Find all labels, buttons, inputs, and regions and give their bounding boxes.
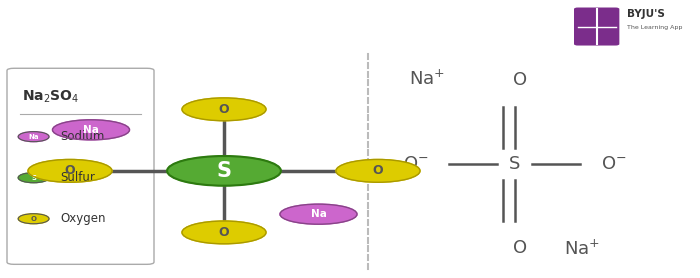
Text: Na$^{+}$: Na$^{+}$ <box>564 239 599 259</box>
Circle shape <box>18 132 49 142</box>
Text: O: O <box>513 239 527 257</box>
Text: The Learning App: The Learning App <box>627 25 682 30</box>
Text: S: S <box>216 161 232 181</box>
Text: O$^{-}$: O$^{-}$ <box>601 155 626 173</box>
Text: Na: Na <box>28 134 39 140</box>
Text: Na$_2$SO$_4$: Na$_2$SO$_4$ <box>22 89 80 105</box>
Text: O: O <box>31 216 36 222</box>
Text: Sulfur: Sulfur <box>60 171 95 184</box>
Text: BYJU'S: BYJU'S <box>627 9 665 19</box>
Text: O: O <box>218 103 230 116</box>
FancyBboxPatch shape <box>574 8 620 46</box>
Ellipse shape <box>182 98 266 121</box>
Text: O: O <box>372 164 384 177</box>
Text: S: S <box>509 155 520 173</box>
Ellipse shape <box>280 204 357 224</box>
Text: O$^{-}$: O$^{-}$ <box>402 155 428 173</box>
Ellipse shape <box>167 156 281 186</box>
Text: S: S <box>31 175 36 181</box>
Text: O: O <box>513 71 527 89</box>
Text: Na$^{+}$: Na$^{+}$ <box>409 70 444 89</box>
Text: Na: Na <box>311 209 326 219</box>
Circle shape <box>18 173 49 183</box>
Ellipse shape <box>28 160 112 182</box>
Text: O: O <box>64 164 76 177</box>
Ellipse shape <box>182 221 266 244</box>
Ellipse shape <box>52 120 130 140</box>
Text: O: O <box>218 226 230 239</box>
Text: SODIUM SULFATE STRUCTURE: SODIUM SULFATE STRUCTURE <box>13 18 362 38</box>
Text: Na: Na <box>83 125 99 135</box>
Text: Oxygen: Oxygen <box>60 212 106 225</box>
FancyBboxPatch shape <box>7 68 154 264</box>
Circle shape <box>18 214 49 224</box>
Ellipse shape <box>336 160 420 182</box>
Text: Sodium: Sodium <box>60 130 104 143</box>
